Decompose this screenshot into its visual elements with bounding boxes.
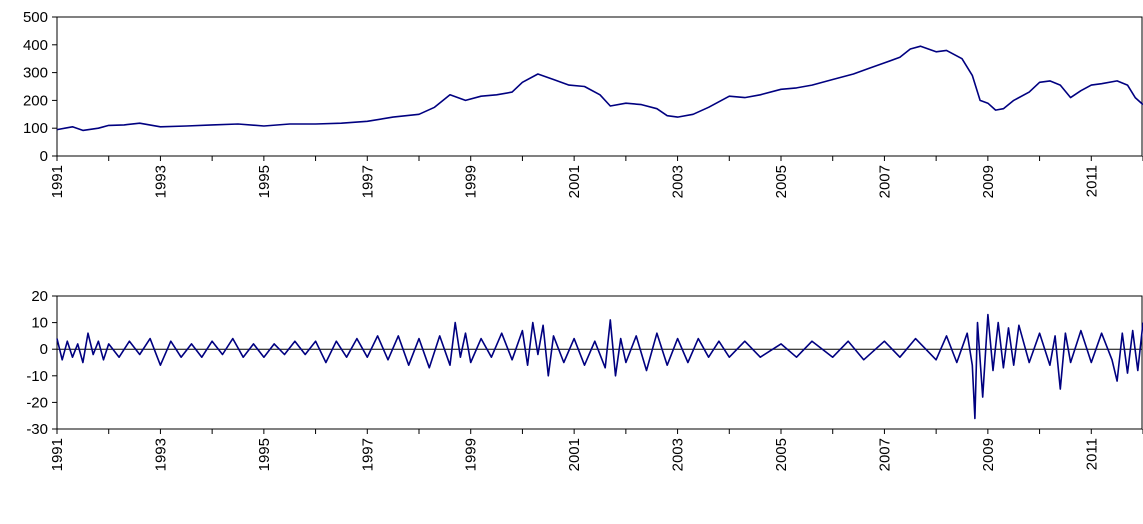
x-tick-label: 2005 [773,438,790,471]
x-tick-label: 2001 [566,438,583,471]
x-tick-label: 2001 [566,165,583,198]
x-tick-label: 2011 [1083,165,1100,197]
y-tick-label: 0 [40,341,48,358]
y-tick-label: 500 [23,9,48,26]
x-tick-label: 1993 [152,165,169,198]
y-tick-label: 400 [23,37,48,54]
x-tick-label: 2007 [876,165,893,198]
y-tick-label: 20 [31,288,48,305]
series-line [56,45,1143,132]
x-tick-label: 2005 [773,165,790,198]
x-tick-label: 1993 [152,438,169,471]
x-tick-label: 2003 [670,165,687,198]
x-tick-label: 2011 [1083,438,1100,470]
x-tick-label: 1991 [49,165,66,198]
x-tick-label: 2009 [980,165,997,198]
x-tick-label: 1997 [359,438,376,471]
y-tick-label: 0 [40,148,48,165]
y-tick-label: 100 [23,120,48,137]
x-tick-label: 1997 [359,165,376,198]
x-tick-label: 2003 [670,438,687,471]
x-tick-label: 1999 [463,165,480,198]
y-tick-label: 200 [23,92,48,109]
plot-frame [56,295,1143,430]
y-tick-label: -20 [26,394,48,411]
x-tick-label: 2009 [980,438,997,471]
y-tick-label: -10 [26,368,48,385]
y-tick-label: -30 [26,421,48,438]
x-tick-label: 1995 [256,165,273,198]
x-tick-label: 1999 [463,438,480,471]
series-line [56,313,1143,420]
x-tick-label: 1995 [256,438,273,471]
y-tick-label: 10 [31,315,48,332]
x-tick-label: 2007 [876,438,893,471]
x-tick-label: 1991 [49,438,66,471]
chart-2: -30 -20 -10 0 10 20 1991 1993 1995 1997 1999 2001 20… [26,288,1143,471]
chart-1: 0 100 200 300 400 500 1991 1993 1995 1997 1999 2001… [23,9,1143,198]
plot-frame [56,16,1143,157]
y-tick-label: 300 [23,65,48,82]
